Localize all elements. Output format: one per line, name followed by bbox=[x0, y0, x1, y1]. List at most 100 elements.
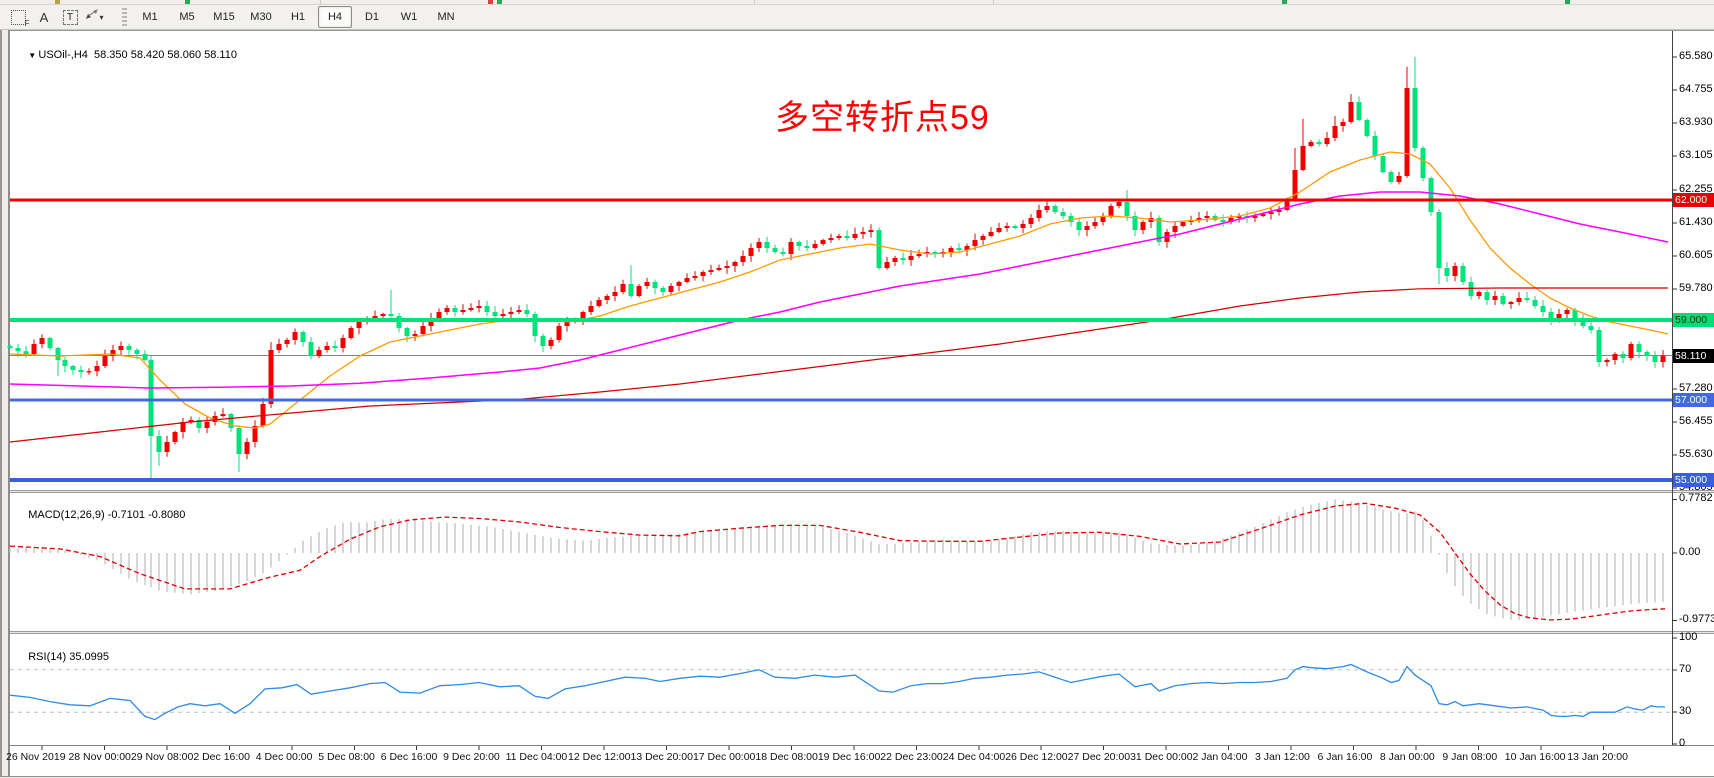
candle-body bbox=[15, 348, 21, 352]
candle-body bbox=[740, 256, 746, 262]
candle-body bbox=[332, 346, 338, 348]
timeframe-buttons: M1 M5 M15 M30 H1 H4 D1 W1 MN bbox=[133, 6, 463, 28]
candle-body bbox=[300, 332, 306, 342]
time-axis-label: 13 Dec 20:00 bbox=[630, 751, 693, 763]
timeframe-button-m5[interactable]: M5 bbox=[179, 11, 195, 23]
time-axis-label: 19 Dec 16:00 bbox=[817, 751, 881, 763]
candle-body bbox=[892, 258, 898, 262]
candle-body bbox=[1396, 176, 1402, 182]
candle-body bbox=[1620, 354, 1626, 358]
candle-body bbox=[500, 314, 506, 316]
candle-body bbox=[852, 234, 858, 238]
time-axis-label: 22 Dec 23:00 bbox=[880, 751, 943, 763]
candle-body bbox=[1124, 202, 1130, 216]
fibonacci-tool-button[interactable]: F bbox=[6, 7, 30, 28]
candle-body bbox=[1012, 226, 1018, 228]
candle-body bbox=[876, 230, 882, 268]
candle-body bbox=[1132, 216, 1138, 230]
candle-body bbox=[948, 248, 954, 252]
candle-body bbox=[1180, 222, 1186, 226]
text-icon: A bbox=[39, 9, 49, 25]
timeframe-button-h4[interactable]: H4 bbox=[318, 6, 352, 28]
bottom-window-edge bbox=[0, 776, 1714, 778]
candle-body bbox=[1060, 212, 1066, 216]
timeframe-button-h1[interactable]: H1 bbox=[290, 11, 306, 23]
candle-body bbox=[1604, 360, 1610, 362]
time-axis-label: 5 Dec 08:00 bbox=[318, 751, 375, 763]
candle-body bbox=[164, 442, 170, 452]
candle-body bbox=[316, 350, 322, 356]
candle-body bbox=[708, 270, 714, 272]
time-axis-label: 12 Dec 12:00 bbox=[568, 751, 631, 763]
window-left-frame bbox=[0, 30, 10, 778]
candle-body bbox=[324, 346, 330, 350]
candle-body bbox=[468, 308, 474, 310]
candle-body bbox=[1140, 222, 1146, 230]
candle-body bbox=[788, 242, 794, 254]
candle-body bbox=[1492, 296, 1498, 300]
price-axis-label: 55.630 bbox=[1679, 447, 1713, 460]
text-tool-button[interactable]: A bbox=[32, 7, 56, 27]
candle-body bbox=[1580, 320, 1586, 326]
candle-body bbox=[1452, 266, 1458, 276]
time-axis-label: 9 Dec 20:00 bbox=[443, 751, 500, 763]
candle-body bbox=[660, 288, 666, 292]
candle-body bbox=[1372, 136, 1378, 156]
candle-body bbox=[844, 236, 850, 238]
timeframe-button-d1[interactable]: D1 bbox=[364, 11, 380, 23]
candle-body bbox=[564, 322, 570, 326]
candle-body bbox=[484, 306, 490, 312]
price-axis-label: 63.105 bbox=[1679, 148, 1713, 161]
time-axis-label: 28 Nov 00:00 bbox=[68, 751, 131, 763]
chart-annotation-text: 多空转折点59 bbox=[775, 99, 990, 137]
candle-body bbox=[7, 346, 13, 348]
toolbar-drag-handle[interactable] bbox=[122, 8, 127, 26]
candle-body bbox=[1468, 282, 1474, 296]
candle-body bbox=[1548, 312, 1554, 320]
clipped-toolbar-mark bbox=[185, 0, 190, 4]
candle-body bbox=[532, 314, 538, 336]
candle-body bbox=[1572, 310, 1578, 320]
candle-body bbox=[252, 426, 258, 442]
price-axis-label: 62.255 bbox=[1679, 182, 1713, 195]
pane-splitter[interactable] bbox=[10, 490, 1714, 493]
timeframe-button-m15[interactable]: M15 bbox=[213, 11, 235, 23]
timeframe-button-w1[interactable]: W1 bbox=[400, 11, 418, 23]
candle-body bbox=[1364, 120, 1370, 136]
candle-body bbox=[412, 334, 418, 336]
timeframe-button-m1[interactable]: M1 bbox=[142, 11, 158, 23]
price-badge-59.000: 59.000 bbox=[1673, 313, 1714, 327]
arrows-icon bbox=[86, 9, 98, 19]
candle-body bbox=[1380, 156, 1386, 172]
candle-body bbox=[668, 286, 674, 292]
candle-body bbox=[1588, 326, 1594, 330]
candle-body bbox=[31, 344, 37, 354]
candle-body bbox=[1172, 226, 1178, 232]
arrows-tool-button[interactable]: ▾ bbox=[84, 7, 118, 27]
candle-body bbox=[1284, 200, 1290, 210]
candle-body bbox=[692, 276, 698, 278]
macd-axis-label: -0.9773 bbox=[1679, 613, 1714, 626]
rsi-line bbox=[9, 663, 1665, 721]
clipped-toolbar-mark bbox=[497, 0, 502, 4]
candle-body bbox=[236, 428, 242, 454]
candle-body bbox=[1348, 102, 1354, 122]
candle-body bbox=[220, 414, 226, 416]
candle-body bbox=[996, 228, 1002, 232]
ohlc-values: 58.350 58.420 58.060 58.110 bbox=[94, 49, 237, 61]
candle-body bbox=[1500, 296, 1506, 304]
pane-splitter[interactable] bbox=[10, 631, 1714, 634]
timeframe-button-m30[interactable]: M30 bbox=[250, 11, 272, 23]
candle-body bbox=[636, 286, 642, 296]
candle-body bbox=[1636, 344, 1642, 352]
text-label-tool-button[interactable]: T bbox=[58, 7, 82, 27]
rsi-axis-label: 0 bbox=[1679, 737, 1686, 749]
candle-body bbox=[796, 242, 802, 246]
candle-body bbox=[1228, 218, 1234, 222]
candle-body bbox=[102, 356, 108, 366]
timeframe-button-mn[interactable]: MN bbox=[437, 11, 455, 23]
candle-body bbox=[180, 422, 186, 432]
candle-body bbox=[764, 242, 770, 248]
candle-body bbox=[156, 436, 162, 452]
